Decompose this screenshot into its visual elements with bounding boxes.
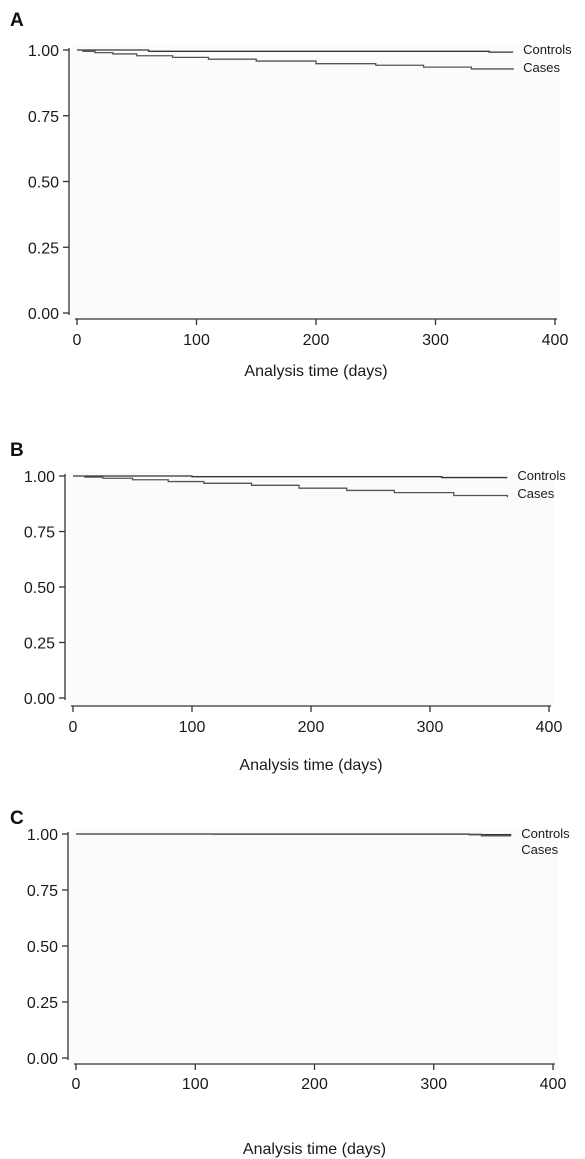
x-axis-title: Analysis time (days) [243,1141,386,1158]
y-tick-label: 1.00 [28,43,59,60]
x-axis-title: Analysis time (days) [239,757,382,774]
y-tick-label: 0.75 [24,525,55,542]
panel-a: A 0.00 0.25 0.50 0.75 1.00 0 100 200 300 400 Analys… [10,10,572,380]
y-tick-label: 0.00 [27,1051,58,1068]
x-tick-label: 400 [542,332,569,349]
y-tick-label: 1.00 [24,469,55,486]
panel-b: B 0.00 0.25 0.50 0.75 1.00 0 100 200 300 400 Analys… [10,440,566,774]
panel-c: C 0.00 0.25 0.50 0.75 1.00 0 100 200 300 400 Analys… [10,808,570,1158]
series-line-cases [76,833,512,837]
y-tick-label: 0.75 [27,883,58,900]
series-line-cases [77,49,514,70]
x-tick-label: 0 [72,1076,81,1093]
x-tick-label: 400 [540,1076,567,1093]
y-tick-label: 1.00 [27,827,58,844]
x-tick-label: 400 [536,719,563,736]
y-tick-label: 0.00 [24,691,55,708]
panel-letter: C [10,808,24,829]
x-axis-title: Analysis time (days) [244,363,387,380]
x-tick-label: 100 [179,719,206,736]
plot-area [65,472,554,706]
series-line-controls [77,49,514,53]
panel-letter: A [10,10,24,31]
x-tick-label: 0 [73,332,82,349]
y-tick-label: 0.25 [27,995,58,1012]
series-line-controls [73,475,508,479]
x-tick-label: 300 [417,719,444,736]
x-tick-label: 200 [303,332,330,349]
x-tick-label: 0 [69,719,78,736]
x-tick-label: 100 [183,332,210,349]
series-label-cases: Cases [517,486,554,501]
panel-letter: B [10,440,24,461]
y-tick-label: 0.50 [27,939,58,956]
y-tick-label: 0.25 [28,240,59,257]
y-tick-label: 0.00 [28,306,59,323]
series-label-cases: Cases [521,842,558,857]
series-label-cases: Cases [523,60,560,75]
x-tick-label: 200 [301,1076,328,1093]
plot-area [68,830,558,1064]
series-label-controls: Controls [521,826,570,841]
y-tick-label: 0.50 [24,580,55,597]
x-tick-label: 300 [422,332,449,349]
x-tick-label: 300 [420,1076,447,1093]
series-line-cases [73,475,508,498]
series-label-controls: Controls [517,468,566,483]
series-label-controls: Controls [523,42,572,57]
x-tick-label: 200 [298,719,325,736]
x-tick-label: 100 [182,1076,209,1093]
y-tick-label: 0.50 [28,175,59,192]
y-tick-label: 0.75 [28,109,59,126]
plot-area [69,46,560,319]
y-tick-label: 0.25 [24,636,55,653]
